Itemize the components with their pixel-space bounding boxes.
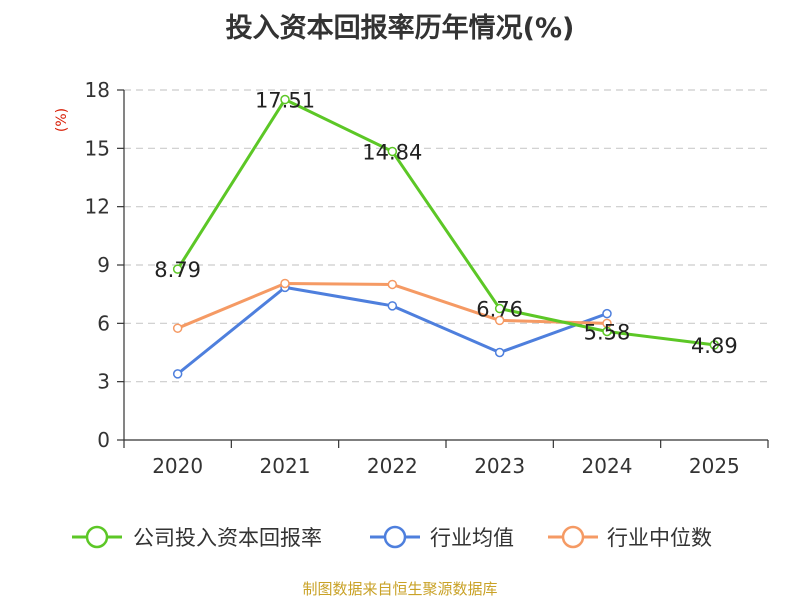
x-tick-label-2020: 2020 bbox=[152, 454, 203, 478]
y-tick-label-3: 3 bbox=[97, 370, 110, 394]
data-point-0-2024 bbox=[602, 326, 612, 337]
x-tick-label-2025: 2025 bbox=[689, 454, 740, 478]
data-source-note: 制图数据来自恒生聚源数据库 bbox=[302, 580, 498, 598]
data-point-2-2020 bbox=[172, 323, 183, 333]
chart-title: 投入资本回报率历年情况(%) bbox=[225, 13, 575, 44]
x-tick-label-2024: 2024 bbox=[582, 454, 633, 478]
data-point-1-2024 bbox=[602, 308, 612, 319]
data-point-0-2021 bbox=[280, 94, 290, 105]
y-tick-label-18: 18 bbox=[85, 78, 110, 102]
data-point-2-2023 bbox=[494, 315, 505, 326]
data-label-2020: 8.79 bbox=[154, 258, 201, 282]
data-label-2021: 17.51 bbox=[255, 89, 315, 113]
legend-marker-0 bbox=[85, 525, 109, 549]
data-point-0-2022 bbox=[387, 146, 398, 157]
data-point-1-2020 bbox=[172, 369, 183, 379]
data-point-1-2022 bbox=[387, 301, 398, 311]
y-tick-label-9: 9 bbox=[97, 253, 110, 277]
data-point-0-2020 bbox=[172, 264, 183, 274]
data-point-0-2025 bbox=[709, 340, 720, 350]
x-tick-label-2022: 2022 bbox=[367, 454, 418, 478]
x-tick-label-2023: 2023 bbox=[474, 454, 525, 478]
x-tick-label-2021: 2021 bbox=[260, 454, 311, 478]
y-tick-label-15: 15 bbox=[85, 136, 110, 160]
data-label-2025: 4.89 bbox=[691, 334, 738, 358]
data-label-2023: 6.76 bbox=[476, 298, 523, 322]
series-line-0 bbox=[176, 98, 715, 347]
legend-marker-1 bbox=[383, 525, 407, 549]
y-tick-label-0: 0 bbox=[97, 428, 110, 452]
y-tick-label-12: 12 bbox=[85, 195, 110, 219]
legend-label-2: 行业中位数 bbox=[607, 526, 712, 550]
legend-marker-2 bbox=[561, 525, 585, 549]
data-point-0-2023 bbox=[494, 303, 505, 314]
data-point-2-2022 bbox=[387, 279, 398, 290]
data-label-2022: 14.84 bbox=[362, 140, 422, 164]
data-label-2024: 5.58 bbox=[584, 321, 631, 345]
y-tick-label-6: 6 bbox=[97, 311, 110, 335]
data-point-2-2021 bbox=[280, 278, 290, 289]
legend-label-0: 公司投入资本回报率 bbox=[133, 526, 322, 550]
legend-label-1: 行业均值 bbox=[430, 526, 514, 550]
data-point-1-2023 bbox=[494, 347, 505, 358]
